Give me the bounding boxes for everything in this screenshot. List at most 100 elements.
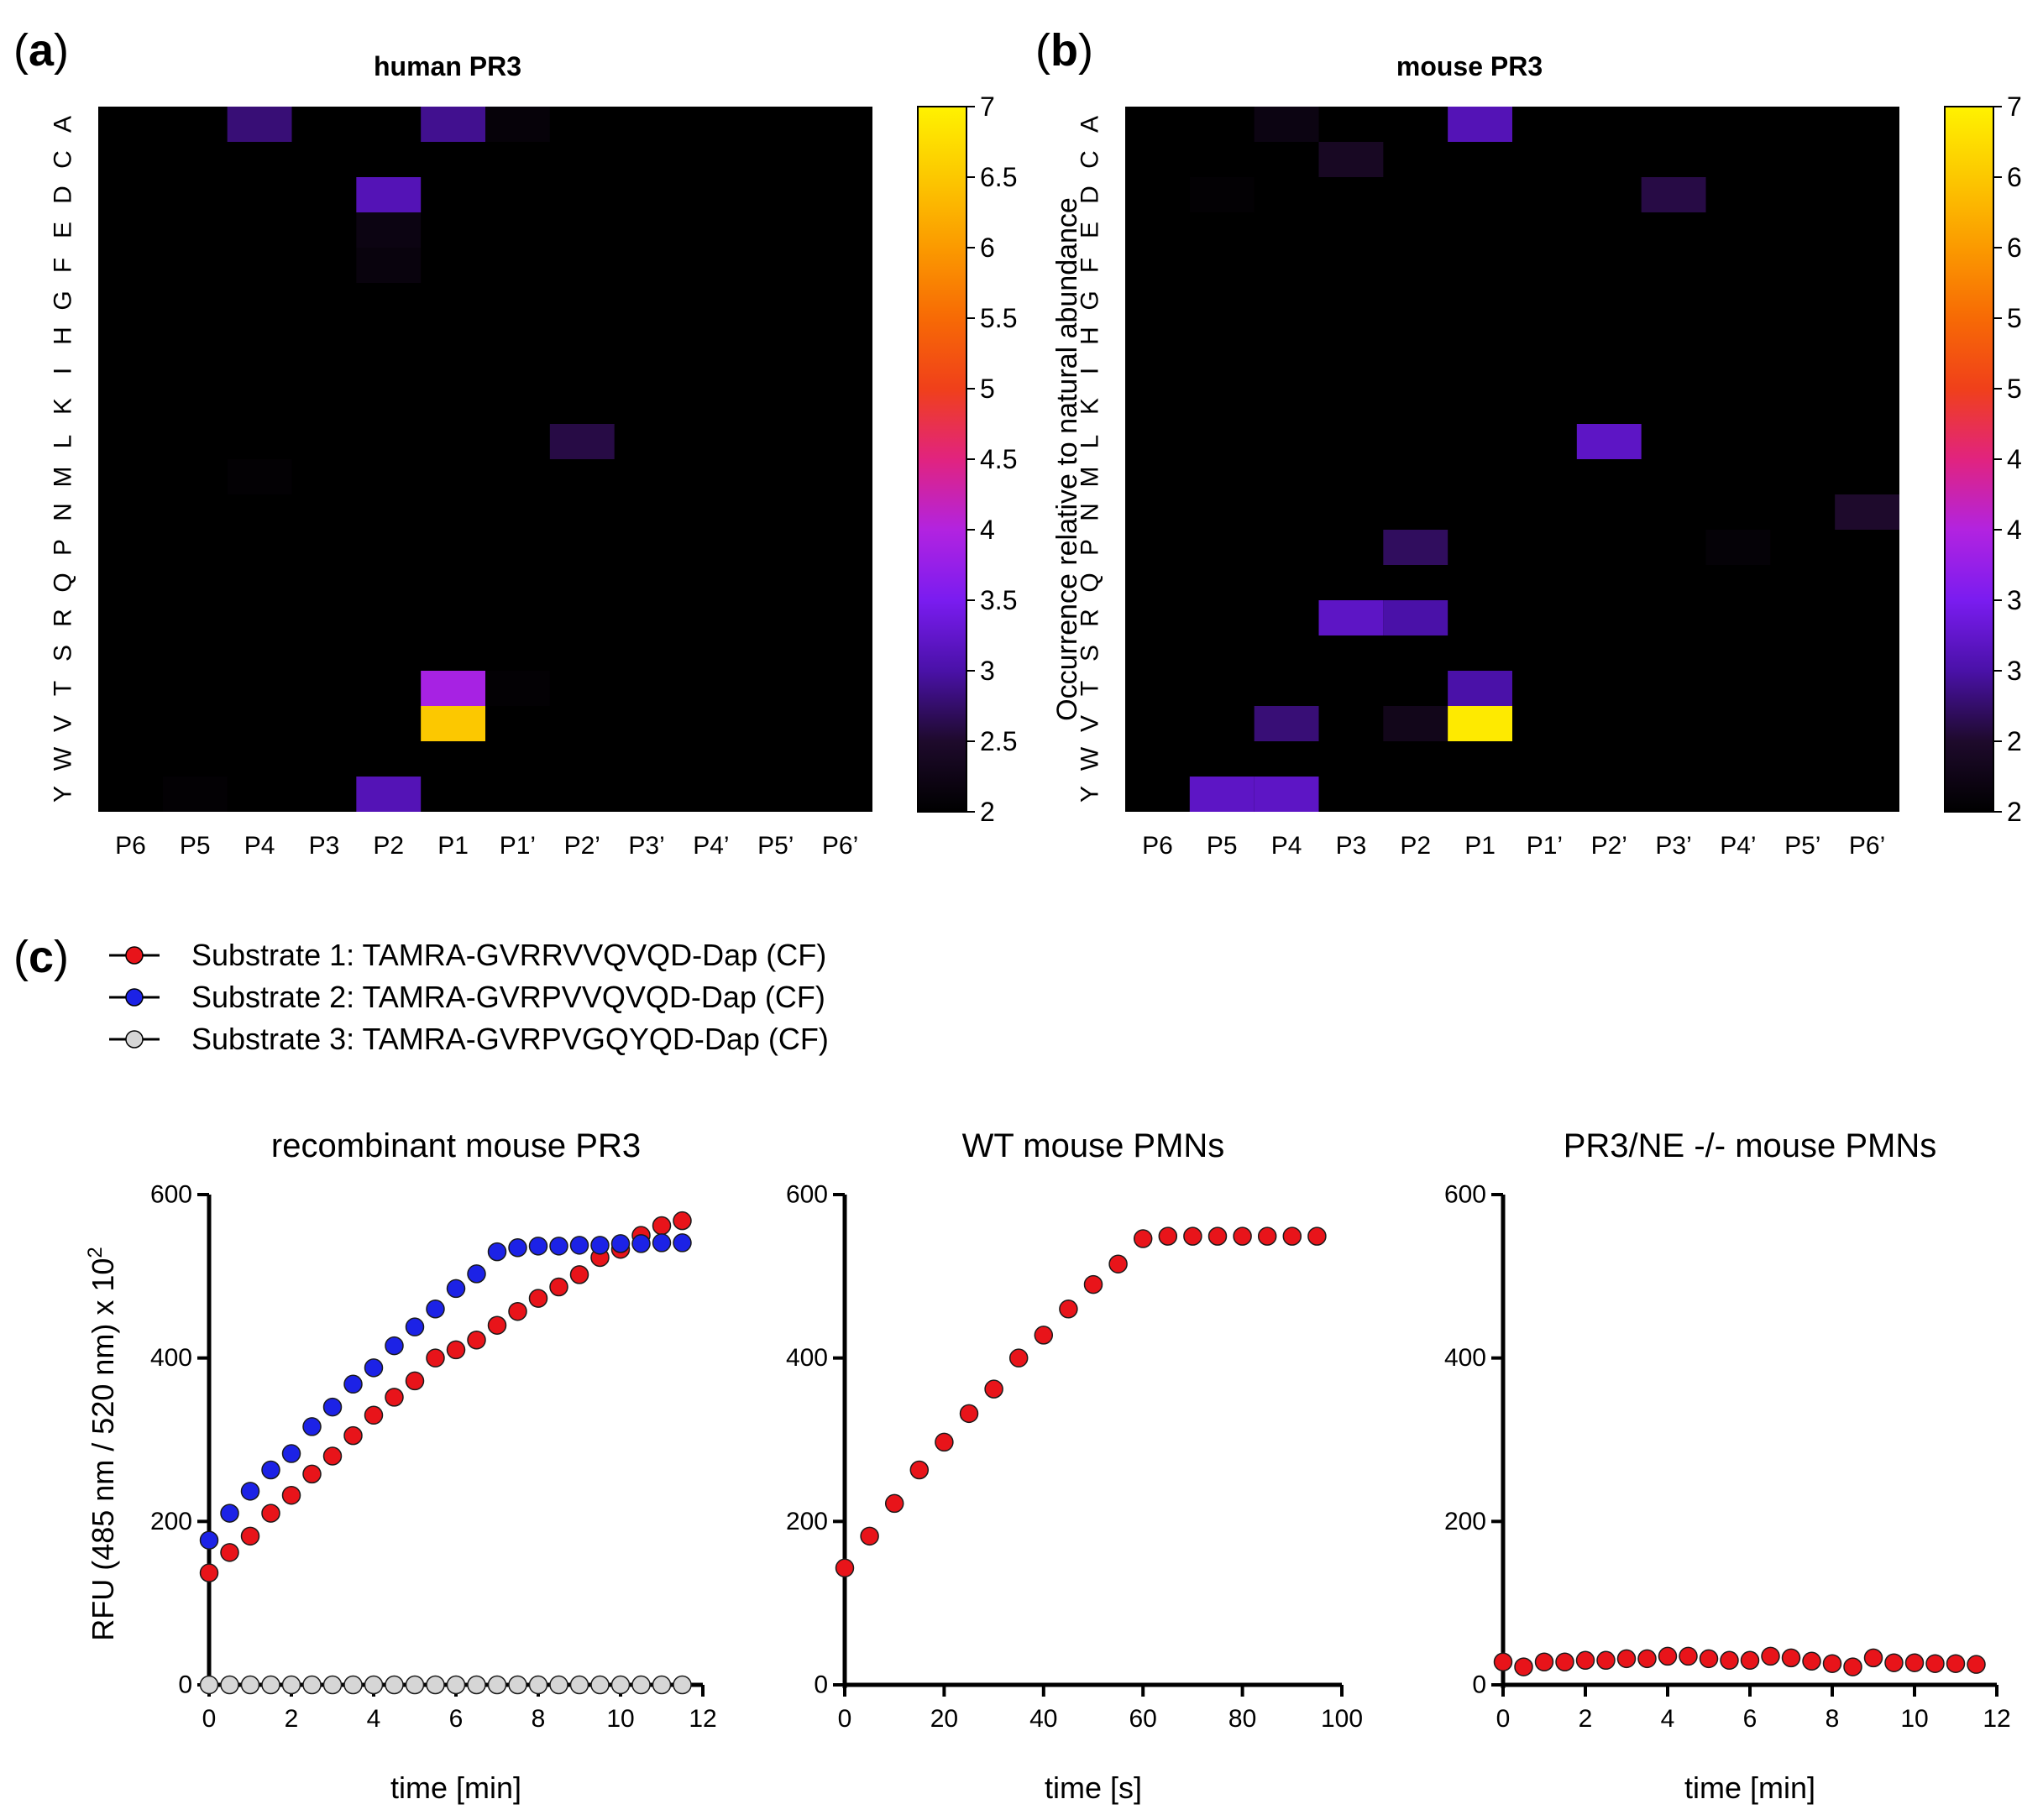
legend: Substrate 1: TAMRA-GVRRVVQVQD-Dap (CF) S… — [109, 938, 829, 1056]
heatmap-cell — [1318, 600, 1384, 635]
data-point-s1 — [1637, 1649, 1657, 1669]
heatmap-y-label: F — [50, 258, 77, 273]
heatmap-y-label: W — [50, 746, 77, 771]
heatmap-b: ACD E F GH I K L MN PQR S T VWY P6 P5 P4 P3 P2 P1 P1’ P2’ P3… — [1076, 92, 2022, 860]
data-point-s3 — [467, 1675, 486, 1695]
heatmap-cell — [356, 248, 422, 283]
data-point-s1 — [1596, 1650, 1616, 1671]
heatmap-cell — [1383, 706, 1448, 741]
data-point-s1 — [405, 1371, 425, 1391]
x-tick-label: 4 — [367, 1705, 381, 1733]
data-point-s1 — [1679, 1646, 1698, 1666]
x-axis-label: time [min] — [390, 1770, 521, 1805]
heatmap-y-label: Y — [1076, 786, 1104, 803]
x-tick-label: 0 — [202, 1705, 217, 1733]
data-point-s1 — [1575, 1650, 1595, 1671]
heatmap-cell — [1189, 177, 1255, 212]
heatmap-cell — [1254, 706, 1319, 741]
scatter-title: recombinant mouse PR3 — [271, 1127, 641, 1164]
y-tick-label: 400 — [150, 1344, 192, 1372]
heatmap-x-label: P1’ — [500, 832, 536, 860]
heatmap-x-label: P5 — [180, 832, 211, 860]
panel-label-c: (c) — [13, 932, 69, 982]
heatmap-y-label: H — [50, 327, 77, 345]
data-point-s1 — [1233, 1226, 1252, 1246]
heatmap-cell — [1705, 530, 1771, 565]
heatmap-y-label: H — [1076, 327, 1104, 345]
data-point-s2 — [261, 1460, 280, 1480]
data-point-s3 — [590, 1675, 610, 1695]
heatmap-x-label: P5 — [1207, 832, 1238, 860]
data-point-s2 — [610, 1234, 631, 1253]
colorbar-tick-label: 7 — [980, 92, 995, 122]
data-point-s3 — [199, 1675, 219, 1695]
y-tick-label: 200 — [150, 1508, 192, 1535]
y-tick-label: 200 — [1444, 1508, 1486, 1535]
heatmap-cell — [421, 706, 485, 741]
data-point-s1 — [1863, 1648, 1883, 1668]
data-point-s3 — [549, 1675, 568, 1695]
data-point-s1 — [1740, 1650, 1760, 1671]
data-point-s3 — [220, 1675, 239, 1695]
data-point-s1 — [1616, 1649, 1637, 1669]
data-point-s1 — [281, 1485, 301, 1505]
heatmap-cell — [1835, 494, 1899, 530]
x-tick-label: 12 — [1983, 1705, 2010, 1733]
colorbar-tick-label: 4 — [2007, 515, 2022, 545]
heatmap-x-label: P6 — [1142, 832, 1173, 860]
data-point-s1 — [1008, 1348, 1029, 1368]
heatmap-x-label: P1 — [1464, 832, 1496, 860]
data-point-s1 — [1183, 1226, 1202, 1246]
data-point-s2 — [385, 1336, 404, 1356]
y-tick-label: 400 — [1444, 1344, 1486, 1372]
colorbar-tick-label: 3.5 — [980, 585, 1017, 615]
data-point-s3 — [508, 1675, 527, 1695]
heatmap-cell — [421, 107, 485, 142]
heatmap-x-label: P6’ — [1849, 832, 1885, 860]
scatter-c2: WT mouse PMNs 0 200 400 600 0 20 40 60 80 100 time … — [786, 1127, 1363, 1805]
data-point-s1 — [322, 1446, 343, 1466]
heatmap-y-label: T — [1076, 681, 1104, 696]
data-point-s1 — [935, 1432, 954, 1452]
heatmap-x-label: P4’ — [693, 832, 729, 860]
heatmap-cell — [1318, 142, 1384, 177]
x-tick-label: 0 — [1496, 1705, 1511, 1733]
data-point-s2 — [467, 1264, 486, 1284]
heatmap-cell — [356, 777, 422, 812]
heatmap-x-label: P5’ — [757, 832, 794, 860]
heatmap-cell — [485, 107, 550, 142]
data-point-s1 — [426, 1348, 445, 1368]
legend-label-s1: Substrate 1: TAMRA-GVRRVVQVQD-Dap (CF) — [191, 938, 826, 972]
data-point-s1 — [261, 1504, 280, 1523]
heatmap-y-label: W — [1076, 746, 1104, 771]
data-point-s3 — [673, 1675, 692, 1695]
x-tick-label: 20 — [930, 1705, 958, 1733]
data-point-s1 — [1133, 1229, 1153, 1248]
heatmap-y-label: N — [1076, 503, 1104, 521]
data-point-s1 — [1904, 1653, 1925, 1672]
x-tick-label: 100 — [1321, 1705, 1363, 1733]
data-point-s1 — [1761, 1646, 1780, 1666]
heatmap-cell — [1254, 107, 1319, 142]
heatmap-y-label: F — [1076, 258, 1104, 273]
data-point-s1 — [1925, 1654, 1945, 1673]
data-point-s1 — [343, 1425, 363, 1446]
data-point-s1 — [835, 1558, 855, 1578]
data-point-s2 — [631, 1234, 651, 1253]
heatmap-cell — [1383, 600, 1448, 635]
data-point-s1 — [549, 1277, 568, 1297]
data-point-s2 — [569, 1236, 589, 1255]
data-point-s2 — [322, 1397, 343, 1417]
heatmap-y-label: M — [1076, 467, 1104, 488]
colorbar-tick-label: 6 — [980, 233, 995, 263]
heatmap-y-label: E — [50, 222, 77, 238]
scatter-ylabel: RFU (485 nm / 520 nm) x 102 — [84, 1247, 120, 1641]
x-tick-label: 12 — [689, 1705, 716, 1733]
heatmap-x-label: P4 — [1271, 832, 1302, 860]
data-point-s1 — [909, 1460, 930, 1480]
data-point-s1 — [1843, 1657, 1862, 1676]
x-tick-label: 0 — [838, 1705, 852, 1733]
data-point-s1 — [1282, 1226, 1302, 1246]
heatmap-cell — [162, 777, 228, 812]
heatmap-y-label: C — [1076, 150, 1104, 169]
